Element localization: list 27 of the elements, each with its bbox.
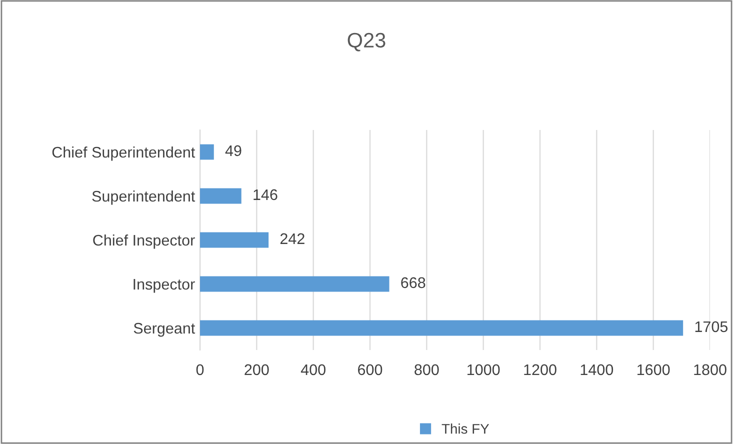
y-tick-label: Superintendent [92, 190, 196, 205]
data-label: 242 [280, 233, 304, 244]
chart-title: Q23 [348, 32, 386, 52]
y-tick-label: Sergeant [134, 322, 196, 337]
y-tick-label: Chief Superintendent [52, 146, 196, 161]
data-label: 49 [225, 145, 242, 156]
x-tick-label: 200 [244, 364, 269, 376]
data-label: 146 [254, 189, 278, 200]
bar [200, 320, 684, 336]
data-label: 668 [401, 277, 426, 288]
x-tick-label: 800 [414, 364, 439, 376]
x-tick-label: 1800 [694, 364, 726, 376]
x-tick-label: 0 [196, 364, 204, 376]
x-tick-label: 1600 [638, 364, 670, 376]
x-tick-label: 400 [300, 364, 326, 376]
bar [200, 188, 242, 204]
y-tick-label: Chief Inspector [93, 234, 195, 249]
bar [200, 144, 214, 160]
y-tick-label: Inspector [134, 279, 195, 293]
x-tick-label: 1000 [468, 364, 500, 376]
bar [200, 232, 269, 248]
x-tick-label: 600 [358, 364, 382, 376]
legend-label: This FY [442, 424, 490, 434]
data-label: 1705 [695, 321, 728, 332]
x-tick-label: 1200 [524, 364, 556, 376]
x-tick-label: 1400 [580, 364, 614, 376]
bar [200, 276, 390, 292]
